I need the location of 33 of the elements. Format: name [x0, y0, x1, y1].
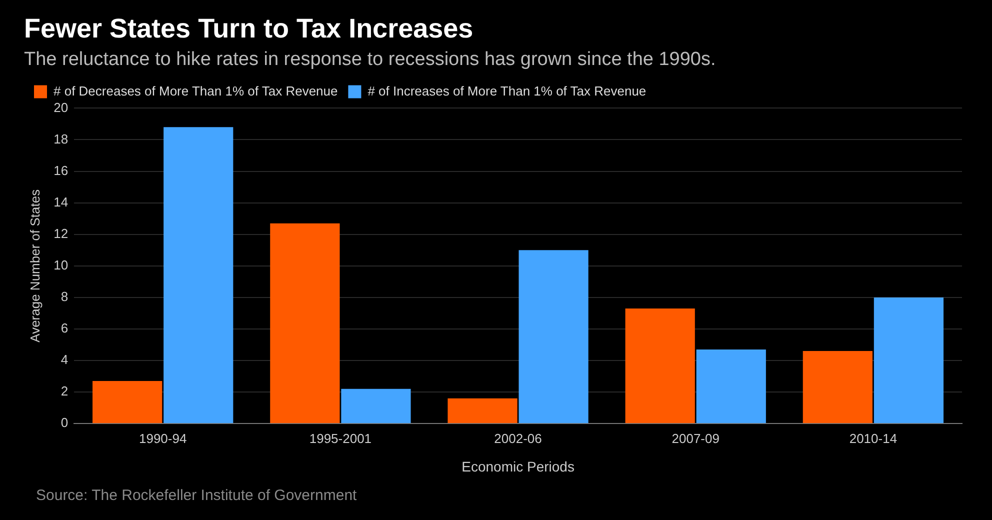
y-tick-label: 18: [54, 131, 68, 146]
y-tick-label: 16: [54, 162, 68, 178]
bar: [518, 250, 588, 424]
bar: [625, 308, 695, 424]
x-axis-title: Economic Periods: [462, 458, 574, 474]
bar: [92, 381, 162, 424]
bar: [874, 297, 944, 424]
y-tick-label: 4: [60, 352, 68, 368]
bar: [802, 351, 872, 424]
y-tick-label: 14: [54, 194, 68, 210]
y-tick-label: 2: [60, 384, 68, 399]
legend-label: # of Increases of More Than 1% of Tax Revenue: [368, 83, 646, 98]
bar: [341, 388, 411, 424]
y-tick-label: 10: [54, 257, 68, 272]
y-axis-title: Average Number of States: [27, 188, 42, 342]
bar: [696, 349, 766, 424]
x-tick-label: 1990-94: [138, 430, 187, 446]
y-tick-label: 8: [60, 289, 68, 304]
x-tick-label: 2002-06: [494, 430, 542, 446]
x-tick-label: 2007-09: [672, 430, 720, 446]
x-tick-label: 1995-2001: [309, 430, 372, 446]
bar: [164, 127, 234, 424]
y-tick-label: 20: [54, 100, 68, 115]
y-tick-label: 0: [60, 415, 68, 430]
x-tick-label: 2010-14: [849, 430, 898, 446]
chart-title: Fewer States Turn to Tax Increases: [24, 14, 474, 44]
legend-label: # of Decreases of More Than 1% of Tax Revenue: [54, 83, 338, 98]
bar: [270, 223, 340, 424]
source-note: Source: The Rockefeller Institute of Government: [36, 487, 358, 504]
y-tick-label: 6: [60, 320, 68, 336]
chart-subtitle: The reluctance to hike rates in response to recessions has grown since the 1990s.: [24, 49, 716, 70]
bar: [448, 398, 518, 424]
y-tick-label: 12: [54, 226, 68, 241]
